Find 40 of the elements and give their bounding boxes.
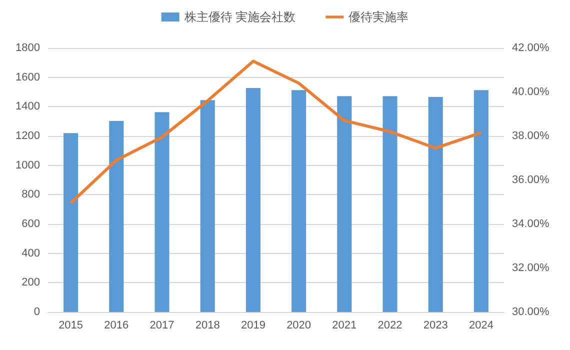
x-tick-label: 2021 bbox=[332, 320, 357, 332]
x-tick-label: 2024 bbox=[468, 320, 494, 332]
bar bbox=[246, 88, 260, 312]
bar bbox=[474, 90, 488, 312]
x-tick-label: 2019 bbox=[240, 320, 266, 332]
bar bbox=[64, 133, 78, 312]
bar bbox=[154, 112, 170, 312]
y-tick-label: 1600 bbox=[16, 71, 40, 84]
y2-tick-label: 38.00% bbox=[512, 130, 550, 142]
bar bbox=[109, 121, 124, 312]
x-tick-label: 2017 bbox=[150, 320, 174, 332]
y-tick-label: 600 bbox=[22, 218, 40, 230]
y-tick-label: 1000 bbox=[16, 159, 40, 172]
x-tick-label: 2015 bbox=[58, 320, 84, 332]
bar bbox=[337, 96, 352, 312]
y-tick-label: 200 bbox=[22, 276, 40, 289]
bar bbox=[382, 96, 398, 312]
y-tick-label: 1200 bbox=[16, 130, 40, 142]
x-tick-label: 2022 bbox=[378, 320, 402, 332]
x-tick-label: 2023 bbox=[423, 320, 448, 332]
legend-label: 優待実施率 bbox=[348, 10, 409, 24]
bar bbox=[292, 90, 306, 312]
y-tick-label: 800 bbox=[22, 188, 40, 201]
y-tick-label: 1400 bbox=[16, 100, 40, 113]
y2-tick-label: 42.00% bbox=[512, 42, 550, 54]
y2-tick-label: 40.00% bbox=[512, 86, 550, 98]
y2-tick-label: 36.00% bbox=[512, 174, 550, 186]
line-series bbox=[69, 60, 483, 205]
y-tick-label: 1800 bbox=[16, 42, 40, 54]
y2-tick-label: 34.00% bbox=[512, 218, 550, 230]
x-tick-label: 2020 bbox=[286, 320, 312, 332]
y2-tick-label: 30.00% bbox=[512, 306, 550, 318]
legend-label: 株主優待 実施会社数 bbox=[183, 10, 296, 24]
y2-tick-label: 32.00% bbox=[512, 262, 550, 274]
y-tick-label: 400 bbox=[22, 247, 40, 260]
y-tick-label: 0 bbox=[34, 306, 40, 318]
bar bbox=[200, 100, 215, 312]
x-tick-label: 2018 bbox=[195, 320, 220, 332]
x-tick-label: 2016 bbox=[104, 320, 129, 332]
bar bbox=[428, 96, 443, 312]
